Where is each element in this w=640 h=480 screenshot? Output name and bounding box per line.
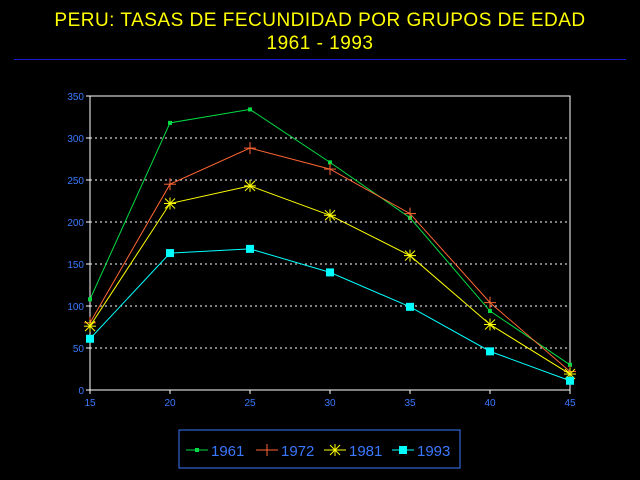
data-point-1981 bbox=[244, 179, 256, 192]
data-point-1993 bbox=[566, 376, 574, 385]
y-tick-label: 150 bbox=[67, 260, 84, 271]
y-tick-label: 350 bbox=[67, 92, 84, 103]
data-point-1981 bbox=[484, 318, 496, 331]
legend-marker bbox=[399, 446, 407, 454]
legend-item-1981: 1981 bbox=[324, 443, 382, 460]
y-tick-label: 250 bbox=[67, 176, 84, 187]
data-point-1981 bbox=[164, 197, 176, 210]
series-1993 bbox=[86, 244, 574, 385]
x-tick-label: 35 bbox=[404, 398, 416, 409]
data-point-1961 bbox=[88, 297, 92, 302]
data-point-1993 bbox=[166, 249, 174, 258]
data-point-1993 bbox=[326, 268, 334, 277]
legend-label: 1981 bbox=[349, 443, 382, 460]
legend-item-1961: 1961 bbox=[186, 443, 244, 460]
data-point-1972 bbox=[324, 163, 336, 176]
legend-label: 1972 bbox=[281, 443, 314, 460]
data-point-1981 bbox=[324, 209, 336, 222]
legend: 1961 1972 1981 1993 bbox=[178, 429, 461, 469]
x-tick-label: 40 bbox=[484, 398, 496, 409]
legend-marker bbox=[261, 444, 273, 456]
series-1961 bbox=[88, 107, 572, 367]
legend-item-1993: 1993 bbox=[392, 443, 450, 460]
y-tick-label: 50 bbox=[73, 344, 85, 355]
y-tick-label: 300 bbox=[67, 134, 84, 145]
x-tick-label: 20 bbox=[164, 398, 176, 409]
data-point-1961 bbox=[168, 120, 172, 125]
x-tick-label: 25 bbox=[244, 398, 256, 409]
title-separator bbox=[14, 59, 626, 60]
data-point-1981 bbox=[84, 320, 96, 333]
data-point-1993 bbox=[406, 302, 414, 311]
data-point-1972 bbox=[164, 178, 176, 191]
series-1972 bbox=[84, 142, 576, 378]
legend-item-1972: 1972 bbox=[256, 443, 314, 460]
data-point-1961 bbox=[248, 107, 252, 112]
series-1981 bbox=[84, 179, 576, 381]
chart-title: PERU: TASAS DE FECUNDIDAD POR GRUPOS DE … bbox=[54, 10, 586, 31]
data-point-1961 bbox=[488, 309, 492, 314]
data-point-1961 bbox=[328, 160, 332, 165]
y-tick-label: 200 bbox=[67, 218, 84, 229]
data-point-1993 bbox=[86, 334, 94, 343]
data-point-1993 bbox=[246, 244, 254, 253]
x-tick-label: 30 bbox=[324, 398, 336, 409]
chart-subtitle: 1961 - 1993 bbox=[266, 33, 374, 54]
legend-box bbox=[178, 429, 461, 469]
x-tick-label: 15 bbox=[84, 398, 96, 409]
legend-label: 1961 bbox=[211, 443, 244, 460]
data-point-1961 bbox=[568, 362, 572, 367]
y-tick-label: 100 bbox=[67, 302, 84, 313]
series-line-1961 bbox=[89, 108, 571, 366]
data-point-1993 bbox=[486, 347, 494, 356]
y-tick-label: 0 bbox=[78, 386, 84, 397]
legend-marker bbox=[329, 444, 341, 456]
data-point-1981 bbox=[404, 249, 416, 262]
data-point-1972 bbox=[484, 296, 496, 309]
data-point-1972 bbox=[244, 142, 256, 155]
legend-marker bbox=[195, 448, 199, 452]
x-tick-label: 45 bbox=[564, 398, 576, 409]
series-line-1972 bbox=[89, 147, 571, 372]
legend-label: 1993 bbox=[417, 443, 450, 460]
data-point-1972 bbox=[404, 207, 416, 220]
